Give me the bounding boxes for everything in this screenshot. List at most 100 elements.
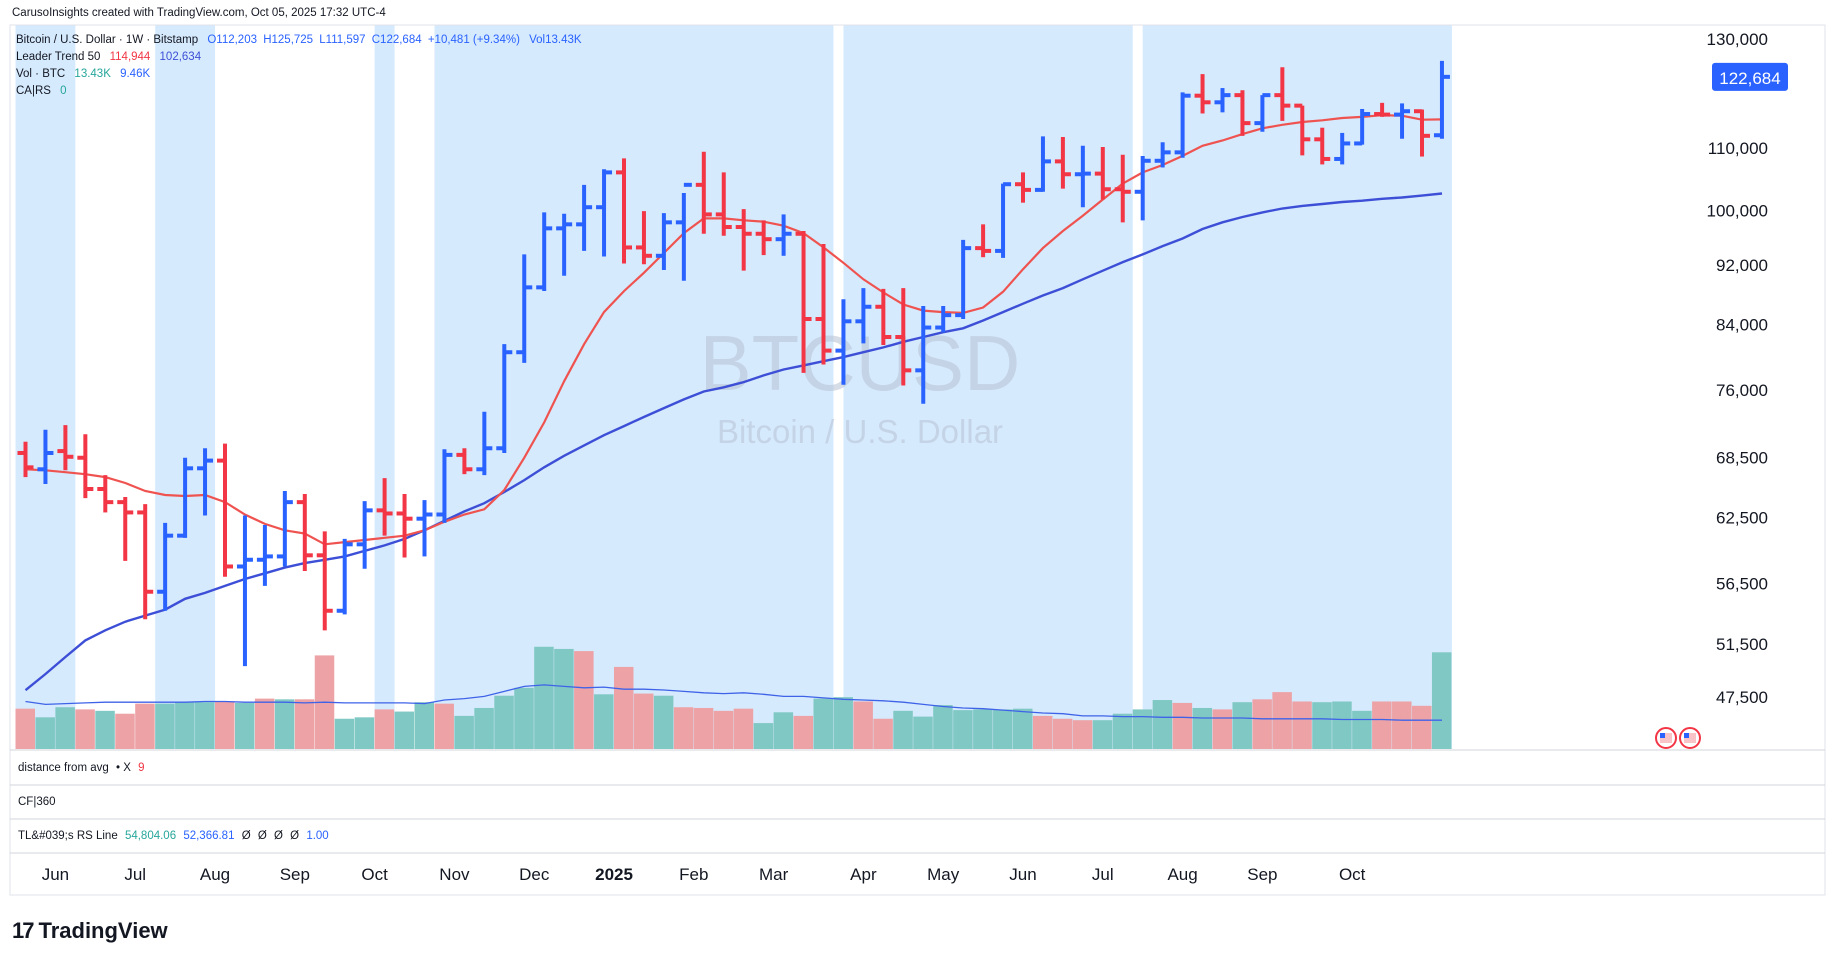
tl-rs-pane-label[interactable]: TL&#039;s RS Line 54,804.06 52,366.81 Ø … — [18, 830, 333, 842]
ohlc-bar — [715, 172, 732, 236]
ohlc-bar — [915, 306, 932, 404]
legend-symbol-row: Bitcoin / U.S. Dollar · 1W · Bitstamp O1… — [16, 34, 588, 46]
volume-bar — [414, 702, 434, 749]
ohlc-bar — [875, 288, 892, 345]
vol-btc-label: Vol · BTC — [16, 68, 66, 80]
volume-bar — [1172, 702, 1193, 749]
time-axis-label: Mar — [759, 865, 789, 884]
ohlc-bar — [1354, 108, 1371, 146]
watermark: BTCUSD Bitcoin / U.S. Dollar — [700, 319, 1021, 450]
ohlc-bar — [97, 475, 114, 513]
distance-pane-label[interactable]: distance from avg • X 9 — [18, 762, 148, 774]
ohlc-bar — [1015, 172, 1031, 203]
volume-bar — [1152, 700, 1173, 749]
ohlc-bar — [995, 182, 1012, 258]
leader-trend-value-2: 102,634 — [159, 51, 202, 63]
us-flag-icon — [1679, 727, 1701, 749]
price-axis-label: 84,000 — [1716, 315, 1768, 334]
chart-attribution: CarusoInsights created with TradingView.… — [12, 7, 386, 19]
legend-cars-row[interactable]: CA|RS 0 — [16, 85, 73, 97]
time-axis-label: Apr — [850, 865, 877, 884]
tradingview-brand: TradingView — [38, 918, 168, 943]
time-axis-label: Oct — [1339, 865, 1366, 884]
ohlc-bar — [955, 239, 972, 319]
volume-bar — [1052, 718, 1073, 749]
ohlc-bar — [1174, 92, 1191, 158]
price-axis-label: 110,000 — [1708, 139, 1768, 158]
legend-close: C122,684 — [371, 34, 422, 46]
price-axis: 130,000 110,000 100,000 92,000 84,000 76,000 6… — [1707, 30, 1788, 707]
time-axis-label: Jun — [42, 865, 69, 884]
volume-bar — [234, 702, 255, 749]
volume-bar — [1232, 702, 1252, 749]
highlight-band — [1142, 25, 1452, 749]
price-axis-label: 62,500 — [1716, 509, 1768, 528]
volume-bar — [1272, 692, 1292, 749]
ohlc-bar — [1234, 90, 1251, 136]
legend-open: O112,203 — [207, 34, 257, 46]
volume-bar — [574, 651, 594, 749]
ma-short-line — [25, 114, 1443, 546]
ohlc-bar — [1034, 136, 1051, 192]
volume-bar — [394, 711, 415, 749]
ohlc-bar — [276, 491, 293, 567]
volume-bar — [1431, 652, 1452, 749]
volume-bar — [1392, 701, 1412, 749]
ohlc-bar — [1414, 109, 1430, 157]
time-axis-label: Jul — [1092, 865, 1114, 884]
volume-bar — [833, 697, 853, 749]
ohlc-bar — [1374, 102, 1391, 117]
volume-bar — [374, 709, 395, 749]
volume-bar — [853, 701, 873, 749]
ohlc-bar — [236, 515, 253, 667]
ohlc-bar — [1274, 67, 1291, 121]
ohlc-bar — [616, 158, 632, 264]
ohlc-bar — [296, 494, 313, 571]
volume-bar — [294, 699, 315, 749]
volume-bar — [75, 709, 95, 749]
time-axis-label: Oct — [361, 865, 388, 884]
ohlc-bar — [1194, 74, 1211, 114]
ohlc-bar — [1294, 103, 1311, 156]
volume-bar — [334, 718, 355, 749]
volume-bar — [1072, 720, 1093, 749]
time-axis-label: Feb — [679, 865, 708, 884]
ohlc-bar — [436, 449, 453, 523]
volume-bar — [514, 687, 534, 749]
ma-long-line — [24, 192, 1443, 692]
ohlc-bar — [556, 213, 573, 276]
time-axis-label: 2025 — [595, 865, 633, 884]
time-axis: Jun Jul Aug Sep Oct Nov Dec 2025 Feb Mar Apr May Jun… — [42, 865, 1366, 884]
volume-bar — [175, 702, 195, 749]
watermark-symbol: BTCUSD — [700, 319, 1021, 407]
volume-bar — [254, 698, 275, 749]
legend-leader-trend-row[interactable]: Leader Trend 50 114,944 102,634 — [16, 51, 207, 63]
volume-bar — [594, 694, 614, 749]
volume-bar — [1092, 720, 1113, 749]
ohlc-bar — [356, 501, 373, 569]
volume-bar — [135, 703, 155, 749]
volume-bar — [873, 718, 893, 749]
volume-bar — [813, 698, 833, 749]
legend-volume-row[interactable]: Vol · BTC 13.43K 9.46K — [16, 68, 156, 80]
legend-volume: Vol13.43K — [529, 34, 582, 46]
ohlc-bar — [596, 169, 613, 257]
volume-bar — [973, 709, 993, 749]
time-axis-label: Sep — [1247, 865, 1277, 884]
ohlc-bar — [855, 288, 872, 344]
volume-bar — [1252, 699, 1272, 749]
volume-bar — [1332, 701, 1352, 749]
volume-bar — [454, 715, 474, 749]
tradingview-logo[interactable]: 17 TradingView — [12, 918, 168, 944]
volume-bar — [614, 666, 634, 749]
legend-symbol[interactable]: Bitcoin / U.S. Dollar · 1W · Bitstamp — [16, 34, 199, 46]
volume-bar — [55, 707, 75, 749]
tl-rs-value-6: Ø — [290, 830, 300, 842]
volume-bar — [633, 693, 654, 749]
cf-pane-label[interactable]: CF|360 — [18, 796, 60, 808]
tl-rs-value-2: 52,366.81 — [183, 830, 235, 842]
leader-trend-value-1: 114,944 — [109, 51, 151, 63]
volume-bar — [554, 648, 574, 749]
legend-high: H125,725 — [263, 34, 314, 46]
